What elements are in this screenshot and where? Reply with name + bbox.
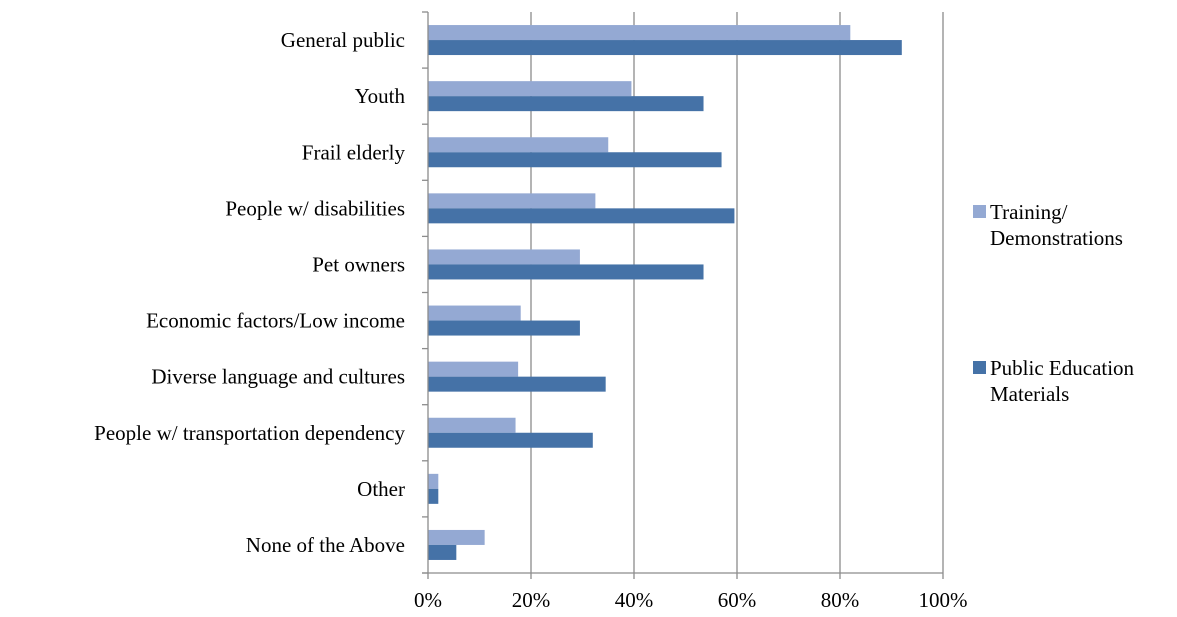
bar-training-7 [428, 417, 516, 433]
category-label-6: Diverse language and cultures [151, 365, 405, 389]
legend-item-training: Training/Demonstrations [973, 200, 1123, 250]
bar-public-education-7 [428, 432, 593, 448]
bar-training-5 [428, 305, 521, 321]
category-label-4: Pet owners [312, 252, 405, 276]
bar-training-2 [428, 137, 609, 153]
bars [428, 25, 902, 560]
category-label-0: General public [281, 28, 405, 52]
category-label-7: People w/ transportation dependency [94, 421, 405, 445]
category-label-8: Other [357, 477, 405, 501]
legend-label-line-1: Materials [990, 382, 1069, 406]
legend-swatch-public-education [973, 361, 986, 374]
bar-training-3 [428, 193, 596, 209]
bar-public-education-1 [428, 96, 704, 112]
axes [422, 11, 944, 579]
bar-training-8 [428, 473, 439, 489]
bar-public-education-3 [428, 208, 735, 224]
bar-public-education-8 [428, 488, 439, 504]
legend-label-public-education: Public Education Materials [990, 356, 1135, 406]
bar-public-education-5 [428, 320, 580, 336]
x-tick-label-5: 100% [919, 588, 968, 612]
x-tick-labels: 0% 20% 40% 60% 80% 100% [414, 588, 968, 612]
x-tick-label-3: 60% [718, 588, 757, 612]
x-tick-label-0: 0% [414, 588, 442, 612]
bar-training-0 [428, 25, 851, 41]
legend: Training/Demonstrations Public Education M… [973, 200, 1135, 406]
x-tick-label-2: 40% [615, 588, 654, 612]
bar-public-education-0 [428, 40, 902, 56]
bar-training-6 [428, 361, 519, 377]
category-label-9: None of the Above [246, 533, 405, 557]
x-tick-label-1: 20% [512, 588, 551, 612]
legend-swatch-training [973, 205, 986, 218]
legend-label-line-0: Public Education [990, 356, 1135, 380]
bar-public-education-6 [428, 376, 606, 392]
bar-training-9 [428, 529, 485, 545]
category-label-3: People w/ disabilities [225, 196, 405, 220]
legend-label-line-1: Demonstrations [990, 226, 1123, 250]
category-label-5: Economic factors/Low income [146, 309, 405, 333]
legend-item-public-education: Public Education Materials [973, 356, 1135, 406]
bar-public-education-9 [428, 544, 457, 560]
category-label-2: Frail elderly [302, 140, 406, 164]
x-tick-label-4: 80% [821, 588, 860, 612]
bar-public-education-4 [428, 264, 704, 280]
legend-label-line-0: Training/ [990, 200, 1068, 224]
category-label-1: Youth [355, 84, 406, 108]
legend-label-training: Training/Demonstrations [990, 200, 1123, 250]
bar-public-education-2 [428, 152, 722, 168]
bar-training-1 [428, 81, 632, 97]
bar-training-4 [428, 249, 580, 265]
category-labels: General public Youth Frail elderly People w… [94, 28, 405, 557]
